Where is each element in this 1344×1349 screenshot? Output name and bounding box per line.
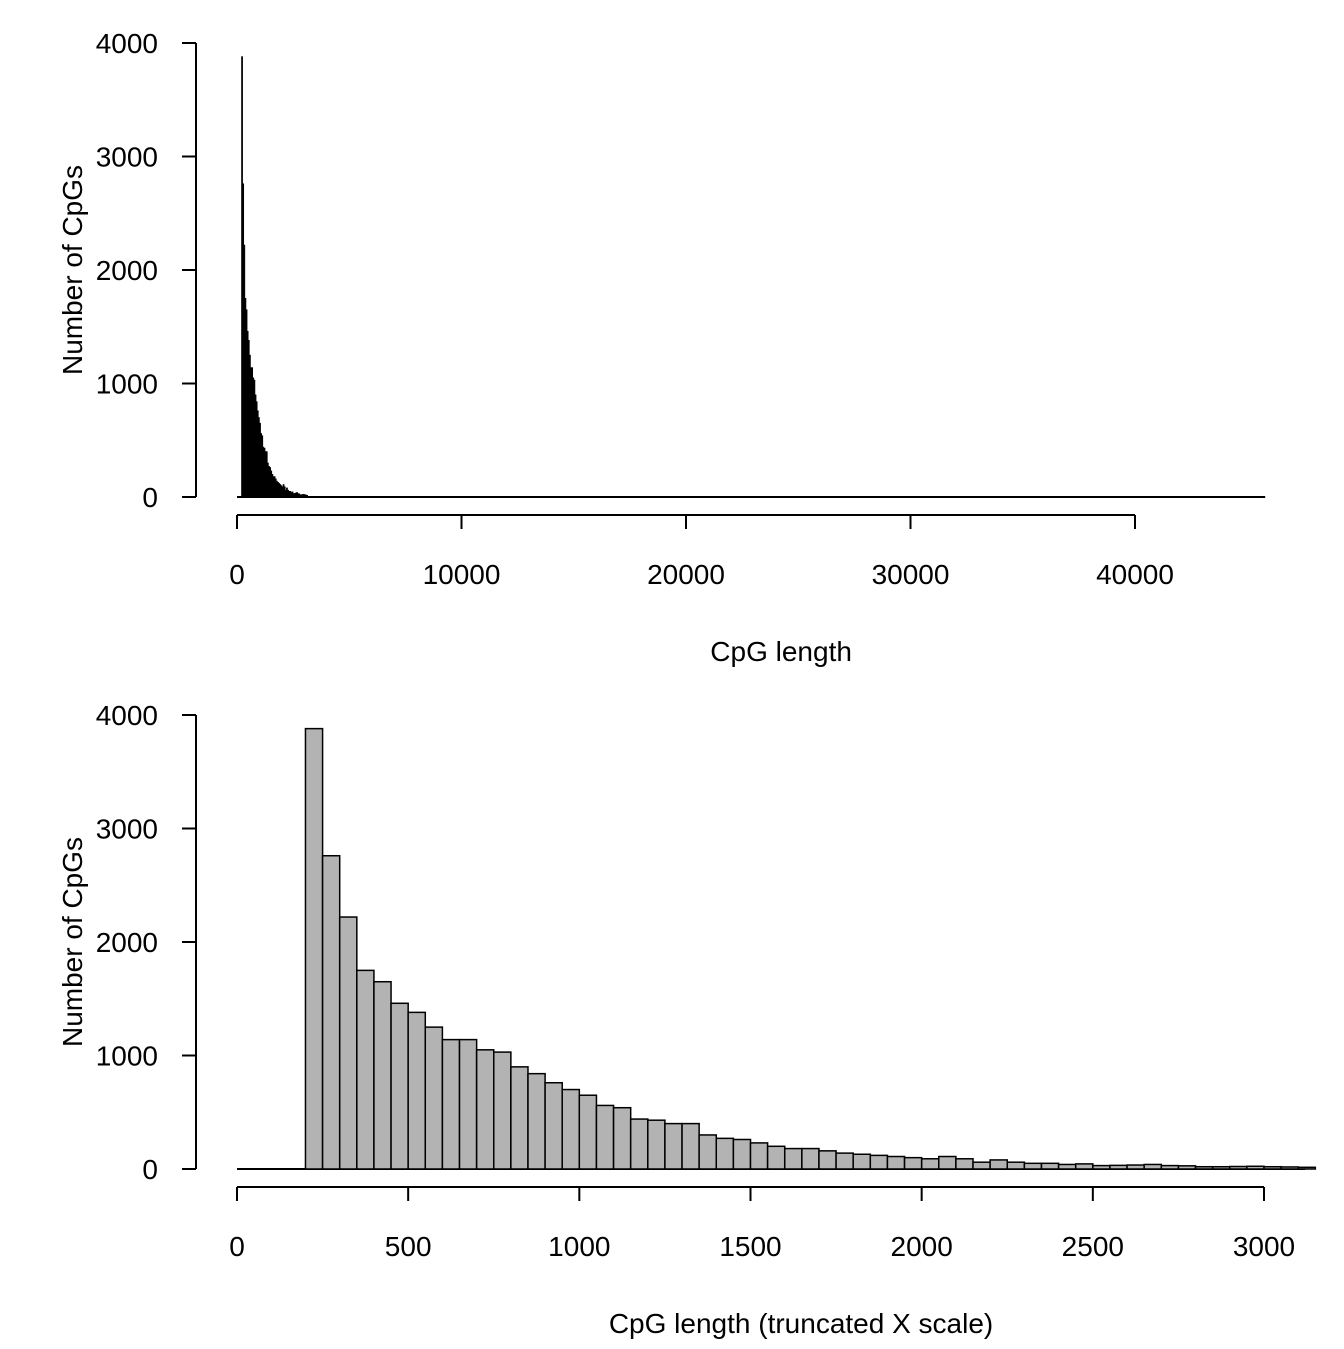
histogram-truncated-bar [938,1155,957,1170]
histogram-truncated-bar [852,1153,872,1170]
histogram-full-bars [237,56,1266,498]
histogram-truncated-bar [1006,1161,1026,1170]
histogram-truncated-bar [1109,1164,1128,1170]
histogram-truncated-x-tick-label: 0 [229,1231,245,1262]
histogram-truncated-y-tick-label: 1000 [96,1041,158,1072]
histogram-truncated-bar [1211,1165,1231,1170]
histogram-truncated-y-tick-label: 2000 [96,927,158,958]
histogram-truncated-bar [664,1122,683,1170]
histogram-truncated-bar [681,1122,700,1170]
histogram-truncated-x-tick-label: 2500 [1062,1231,1124,1262]
histogram-truncated-bar [356,969,375,1170]
histogram-truncated-bar [390,1002,409,1170]
histogram-truncated-bar [920,1158,940,1170]
histogram-truncated-bar [818,1150,837,1170]
histogram-truncated-bar [1160,1164,1180,1170]
histogram-truncated-bar [561,1088,581,1170]
histogram-truncated-x-tick-label: 1500 [719,1231,781,1262]
histogram-truncated-bar [441,1038,461,1170]
histogram-full-y-tick-label: 0 [142,482,158,513]
histogram-truncated-bar [1074,1163,1094,1170]
histogram-truncated-bar [783,1147,803,1170]
histogram-truncated-bar [1297,1166,1317,1170]
histogram-truncated-bar [527,1072,546,1170]
histogram-full-x-tick-label: 20000 [647,559,725,590]
histogram-truncated-bar [493,1051,512,1170]
histogram-truncated-y-tick-label: 0 [142,1154,158,1185]
histogram-full-y-tick-label: 4000 [96,28,158,59]
histogram-truncated-axes: 0 1000 2000 3000 4000 0 500 1000 1500 2000 2500 300… [96,700,1295,1262]
histogram-truncated-bar [835,1152,854,1170]
histogram-truncated-bars [237,727,1317,1170]
histogram-truncated-bar [612,1106,632,1170]
histogram-truncated-bar [1143,1163,1163,1170]
histogram-truncated-bar [304,727,324,1170]
histogram-truncated-bar [1229,1165,1248,1170]
histogram-truncated-bar [510,1066,529,1170]
histogram-truncated-bar [458,1038,478,1170]
histogram-truncated-bar [544,1081,563,1170]
histogram-truncated-bar [1092,1164,1111,1170]
histogram-full-x-tick-label: 40000 [1096,559,1174,590]
histogram-truncated-bar [1177,1165,1197,1170]
histogram-truncated-bar [955,1158,974,1170]
histogram-truncated-x-tick-label: 2000 [891,1231,953,1262]
histogram-full-y-tick-label: 1000 [96,369,158,400]
histogram-truncated-bar [1023,1162,1043,1170]
histogram-truncated-bar [972,1161,991,1170]
histogram-truncated-x-tick-label: 1000 [548,1231,610,1262]
histogram-truncated-x-tick-label: 500 [385,1231,432,1262]
histogram-truncated-bar [732,1138,752,1170]
histogram-full-x-tick-label: 10000 [423,559,501,590]
histogram-truncated-bar [578,1094,598,1170]
histogram-truncated-bar [338,916,358,1170]
histogram-truncated-bar [1246,1165,1265,1170]
histogram-truncated-bar [1040,1162,1060,1170]
histogram-full-x-tick-label: 30000 [872,559,950,590]
histogram-truncated-bar [1263,1165,1282,1170]
histogram-truncated-y-tick-label: 4000 [96,700,158,731]
histogram-full-y-tick-label: 2000 [96,255,158,286]
histogram-truncated-bar [1057,1163,1077,1170]
histogram-truncated-bar [869,1154,889,1170]
histogram-full-x-tick-label: 0 [229,559,245,590]
histogram-truncated-y-axis-label: Number of CpGs [57,837,88,1047]
histogram-truncated-bar [1194,1165,1214,1170]
histogram-truncated-bar [647,1119,666,1170]
histogram-truncated: 0 1000 2000 3000 4000 0 500 1000 1500 2000 2500 300… [57,700,1317,1339]
histogram-full-y-tick-label: 3000 [96,142,158,173]
histogram-truncated-y-tick-label: 3000 [96,814,158,845]
histogram-truncated-bar [886,1155,906,1170]
histogram-truncated-bar [698,1134,718,1170]
histogram-truncated-bar [1126,1164,1145,1170]
histogram-truncated-bar [903,1156,923,1170]
histogram-truncated-bar [407,1011,427,1170]
histogram-truncated-bar [766,1145,786,1170]
histogram-truncated-bar [595,1104,615,1170]
histogram-truncated-bar [715,1137,735,1170]
histogram-truncated-x-axis-label: CpG length (truncated X scale) [609,1308,993,1339]
histogram-truncated-bar [424,1026,444,1170]
histogram-truncated-bar [749,1142,769,1170]
histogram-truncated-bar [373,980,392,1170]
histogram-truncated-bar [1280,1166,1299,1170]
histogram-truncated-bar [801,1147,820,1170]
histogram-truncated-x-tick-label: 3000 [1233,1231,1295,1262]
histogram-full-bar [306,494,309,498]
histogram-full-y-axis-label: Number of CpGs [57,165,88,375]
histogram-truncated-bar [321,854,341,1170]
histogram-truncated-bar [475,1049,495,1170]
histogram-truncated-bar [989,1159,1009,1170]
histogram-full-x-axis-label: CpG length [710,636,852,667]
histogram-truncated-bar [629,1118,649,1170]
